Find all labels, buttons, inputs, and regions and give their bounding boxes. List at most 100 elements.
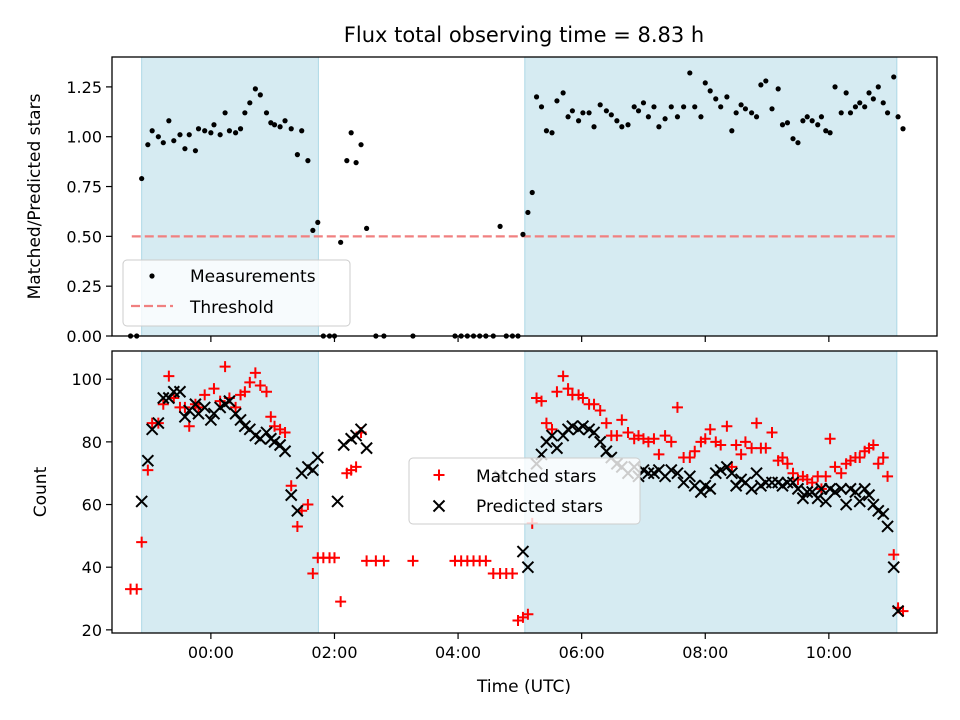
measurements-point <box>681 104 687 110</box>
measurements-point <box>847 110 854 116</box>
predicted-stars-point <box>703 482 717 496</box>
measurements-point <box>651 104 657 110</box>
matched-stars-point <box>163 370 175 382</box>
measurements-point <box>698 114 704 120</box>
measurements-point <box>702 80 708 86</box>
matched-stars-point <box>824 433 836 445</box>
matched-stars-point <box>535 395 547 407</box>
predicted-stars-point <box>858 482 871 496</box>
matched-stars-point <box>562 383 574 395</box>
matched-stars-point <box>746 442 758 454</box>
matched-stars-point <box>829 461 841 473</box>
measurements-point <box>257 92 263 98</box>
data-layer <box>127 70 906 339</box>
measurements-point <box>232 130 239 136</box>
predicted-stars-point <box>152 416 165 430</box>
predicted-stars-point <box>881 520 894 533</box>
predicted-stars-point <box>291 504 304 518</box>
measurements-point <box>818 114 825 120</box>
matched-stars-point <box>877 452 889 464</box>
measurements-point <box>166 118 172 124</box>
matched-stars-point <box>378 555 390 567</box>
y-tick-label: 0.00 <box>66 327 102 346</box>
matched-stars-point <box>735 448 747 460</box>
predicted-stars-point <box>141 454 155 467</box>
measurements-point <box>549 130 555 136</box>
matched-stars-point <box>307 567 319 579</box>
measurements-point <box>288 126 294 132</box>
legend-marker-measurements <box>149 273 155 279</box>
measurements-point <box>182 146 188 152</box>
predicted-stars-point <box>849 485 862 499</box>
predicted-stars-point <box>278 445 292 458</box>
y-tick-label: 1.00 <box>66 128 102 147</box>
matched-stars-point <box>659 430 671 442</box>
measurements-point <box>733 110 739 116</box>
matched-stars-point <box>766 426 778 438</box>
matched-stars-point <box>588 398 600 410</box>
predicted-stars-point <box>360 441 373 455</box>
predicted-stars-point <box>354 423 368 436</box>
measurements-point <box>832 84 838 90</box>
measurements-point <box>202 128 208 134</box>
measurements-point <box>575 118 582 124</box>
measurements-point <box>790 136 796 142</box>
measurements-point <box>857 100 863 106</box>
measurements-point <box>338 239 344 245</box>
matched-stars-point <box>350 461 362 473</box>
matched-stars-point <box>760 442 772 454</box>
measurements-point <box>804 114 810 120</box>
matched-stars-point <box>867 439 879 451</box>
measurements-point <box>543 128 550 134</box>
matched-stars-point <box>594 405 606 417</box>
y-tick-label: 1.25 <box>66 78 102 97</box>
matched-stars-point <box>142 464 154 476</box>
predicted-stars-point <box>223 394 236 408</box>
measurements-point <box>769 106 775 112</box>
measurements-point <box>139 175 145 182</box>
measurements-point <box>884 110 891 116</box>
x-tick-label: 02:00 <box>311 643 357 662</box>
matched-stars-point <box>239 386 251 398</box>
predicted-stars-point <box>862 488 876 502</box>
measurements-point <box>619 124 625 130</box>
measurements-point <box>237 126 244 132</box>
measurements-point <box>900 126 906 132</box>
measurements-point <box>597 102 603 108</box>
matched-stars-point <box>751 417 763 429</box>
measurements-point <box>795 140 801 146</box>
measurements-point <box>656 124 662 130</box>
measurements-point <box>775 86 781 92</box>
measurements-point <box>145 142 151 148</box>
measurements-point <box>155 134 161 140</box>
predicted-stars-point <box>891 604 905 618</box>
measurements-point <box>565 114 571 120</box>
predicted-stars-point <box>545 429 559 442</box>
predicted-stars-point <box>665 463 678 477</box>
matched-stars-point <box>616 414 628 426</box>
y-tick-label: 100 <box>71 370 102 389</box>
measurements-point <box>815 122 821 128</box>
matched-stars-point <box>872 458 884 470</box>
measurements-point <box>742 106 749 112</box>
predicted-stars-point <box>189 398 202 411</box>
measurements-point <box>838 110 844 116</box>
predicted-stars-point <box>135 495 148 508</box>
matched-stars-point <box>302 499 314 511</box>
matched-stars-point <box>269 420 281 432</box>
matched-stars-point <box>522 608 534 620</box>
predicted-stars-point <box>178 410 192 424</box>
matched-stars-point <box>653 448 665 460</box>
legend <box>408 457 641 525</box>
matched-stars-point <box>611 430 623 442</box>
y-tick-label: 40 <box>82 558 102 577</box>
measurements-point <box>247 100 253 106</box>
matched-stars-point <box>781 458 793 470</box>
matched-stars-point <box>739 436 751 448</box>
legend-label: Measurements <box>190 267 316 287</box>
measurements-point <box>707 88 713 94</box>
matched-stars-point <box>254 379 266 391</box>
measurements-point <box>718 104 724 110</box>
measurements-point <box>779 122 786 128</box>
matched-stars-point <box>622 426 634 438</box>
